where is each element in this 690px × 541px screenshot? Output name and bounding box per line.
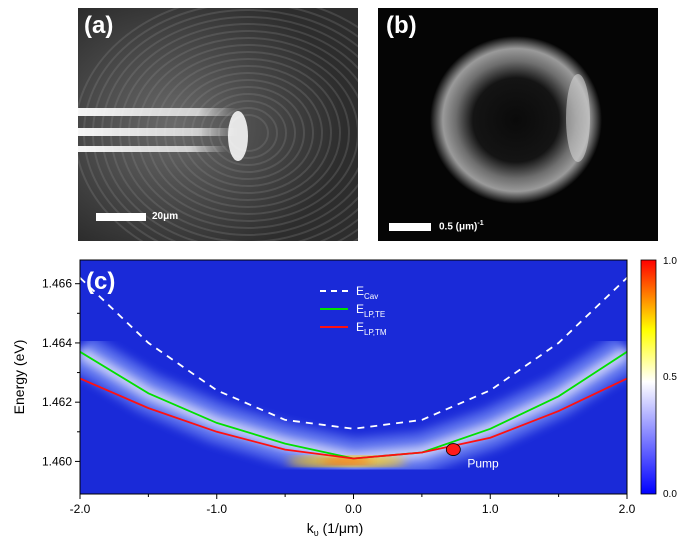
x-tick-label: 2.0	[619, 502, 636, 516]
pump-label: Pump	[467, 457, 499, 471]
pump-marker	[445, 443, 461, 456]
panel-b-scale-bar	[389, 223, 431, 231]
series-line-lp-tm	[80, 377, 627, 460]
panel-b-label: (b)	[386, 12, 417, 39]
colorbar	[640, 259, 657, 495]
panel-c-label: (c)	[86, 268, 115, 295]
panel-a-scale-bar	[96, 213, 146, 221]
series-line-cav	[80, 277, 627, 430]
legend-label: ELP,TE	[356, 302, 385, 319]
pump-annotation: Pump	[445, 443, 499, 471]
x-tick-label: -2.0	[70, 502, 91, 516]
y-tick-label: 1.460	[42, 454, 72, 468]
x-tick-label: -1.0	[206, 502, 227, 516]
panel-c-chart: -2.0 -1.0 0.0 1.0 2.0 1.460 1.462 1.464 1.466 (…	[11, 256, 677, 538]
x-tick-label: 0.0	[345, 502, 362, 516]
panel-b-image	[378, 8, 658, 241]
legend-label: ELP,TM	[356, 320, 387, 337]
x-tick-label: 1.0	[482, 502, 499, 516]
panel-a-image	[78, 8, 358, 241]
panel-b-scale-label: 0.5 (μm)-1	[439, 220, 484, 233]
y-tick-label: 1.464	[42, 336, 72, 350]
colorbar-max-label: 1.0	[663, 256, 677, 267]
legend-label: ECav	[356, 284, 378, 301]
y-axis-label: Energy (eV)	[11, 340, 27, 415]
colorbar-mid-label: 0.5	[663, 372, 677, 383]
panel-a-scale-label: 20μm	[152, 211, 179, 222]
colorbar-min-label: 0.0	[663, 489, 677, 500]
panel-a-label: (a)	[84, 12, 114, 39]
panel-a-near-field-image: (a) 20μm	[78, 8, 358, 241]
y-tick-label: 1.462	[42, 395, 72, 409]
y-tick-label: 1.466	[42, 277, 72, 291]
panel-b-far-field-image: (b) 0.5 (μm)-1	[378, 8, 658, 241]
x-axis-label: kυ (1/μm)	[307, 520, 364, 538]
